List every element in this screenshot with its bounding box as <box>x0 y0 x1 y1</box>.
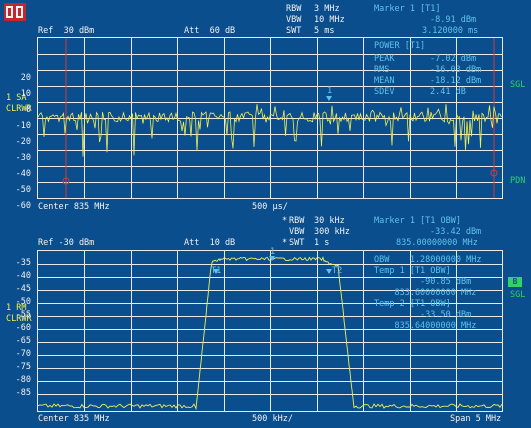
obw-t1-triangle <box>213 269 219 274</box>
obw-line: 833.60000000 MHz <box>374 288 477 298</box>
obw-t2-triangle <box>326 269 332 274</box>
top-marker-level: -8.91 dBm <box>430 15 477 25</box>
top-ytick: 20 <box>20 73 31 83</box>
logo-glyph <box>6 6 23 18</box>
top-ytick: 0 <box>25 105 31 115</box>
obw-line: OBW 1.28000000 MHz <box>374 255 482 265</box>
bottom-marker-triangle <box>269 256 275 261</box>
bottom-rbw-label: RBW <box>289 216 305 226</box>
bottom-vbw-label: VBW <box>289 227 305 237</box>
top-ytick: -60 <box>15 201 31 211</box>
bottom-swt-bullet: * <box>282 238 288 248</box>
rohde-schwarz-logo <box>4 3 26 21</box>
bottom-ytick: -60 <box>15 323 31 333</box>
bottom-trace-label: 1 RM <box>6 303 27 313</box>
bottom-rbw-value: 30 kHz <box>314 216 345 226</box>
top-limit-marker-left <box>62 177 70 185</box>
power-rms-value: -16.03 dBm <box>430 65 482 75</box>
top-center-frequency: Center 835 MHz <box>38 202 110 212</box>
bottom-marker-title: Marker 1 [T1 OBW] <box>374 216 461 226</box>
bottom-marker-number: 1 <box>270 247 276 257</box>
power-mean-value: -18.12 dBm <box>430 76 482 86</box>
top-side-sgl: SGL <box>510 80 526 90</box>
power-sdev-value: 2.41 dB <box>430 87 466 97</box>
obw-line: 835.64000000 MHz <box>374 321 477 331</box>
top-marker-title: Marker 1 [T1] <box>374 4 441 14</box>
obw-line: -90.85 dBm <box>374 277 472 287</box>
bottom-marker-level: -33.42 dBm <box>430 227 482 237</box>
bottom-ytick: -85 <box>15 388 31 398</box>
top-trace-mode: CLRWR <box>6 104 32 114</box>
top-marker-number: 1 <box>327 86 333 96</box>
top-ytick: -10 <box>15 121 31 131</box>
top-trace-line <box>37 104 502 157</box>
bottom-marker-frequency: 835.00000000 MHz <box>396 238 478 248</box>
power-rms-label: RMS <box>374 65 390 75</box>
top-limit-marker-right <box>490 169 498 177</box>
top-marker-time: 3.120000 ms <box>422 26 479 36</box>
bottom-center-frequency: Center 835 MHz <box>38 414 110 424</box>
top-swt-value: 5 ms <box>314 26 335 36</box>
obw-line: -33.50 dBm <box>374 310 472 320</box>
obw-marker-t1: T1 <box>211 266 222 276</box>
bottom-ytick: -75 <box>15 362 31 372</box>
obw-marker-t2: T2 <box>332 266 343 276</box>
bottom-graticule[interactable] <box>37 250 503 412</box>
bottom-ytick: -45 <box>15 284 31 294</box>
bottom-vbw-value: 300 kHz <box>314 227 350 237</box>
top-rbw-value: 3 MHz <box>314 4 340 14</box>
top-time-per-div: 500 µs/ <box>252 202 288 212</box>
top-ref-level: Ref 30 dBm <box>38 26 95 36</box>
bottom-swt-label: SWT <box>289 238 305 248</box>
bottom-rbw-bullet: * <box>282 216 288 226</box>
bottom-ytick: -65 <box>15 336 31 346</box>
power-peak-label: PEAK <box>374 54 395 64</box>
bottom-span: Span 5 MHz <box>450 414 502 424</box>
bottom-ytick: -70 <box>15 349 31 359</box>
power-peak-value: -7.02 dBm <box>430 54 477 64</box>
power-sdev-label: SDEV <box>374 87 395 97</box>
bottom-attenuation: Att 10 dB <box>184 238 236 248</box>
bottom-ref-level: Ref -30 dBm <box>38 238 95 248</box>
top-marker-triangle <box>326 96 332 101</box>
top-ytick: -20 <box>15 137 31 147</box>
power-title: POWER [T1] <box>374 41 426 51</box>
bottom-ytick: -35 <box>15 258 31 268</box>
bottom-ytick: -55 <box>15 310 31 320</box>
bottom-ytick: -80 <box>15 375 31 385</box>
top-ytick: -50 <box>15 185 31 195</box>
bottom-ytick: -50 <box>15 297 31 307</box>
bottom-trace-mode: CLRWR <box>6 314 32 324</box>
bottom-side-b-badge: B <box>508 277 522 287</box>
top-ytick: -40 <box>15 169 31 179</box>
top-vbw-label: VBW <box>286 15 302 25</box>
top-trace-label: 1 SA <box>6 93 27 103</box>
top-ytick: 10 <box>20 89 31 99</box>
top-swt-label: SWT <box>286 26 302 36</box>
bottom-swt-value: 1 s <box>314 238 330 248</box>
bottom-freq-per-div: 500 kHz/ <box>252 414 293 424</box>
top-attenuation: Att 60 dB <box>184 26 236 36</box>
top-rbw-label: RBW <box>286 4 302 14</box>
power-mean-label: MEAN <box>374 76 395 86</box>
top-vbw-value: 10 MHz <box>314 15 345 25</box>
bottom-ytick: -40 <box>15 271 31 281</box>
obw-line: Temp 1 [T1 OBW] <box>374 266 451 276</box>
bottom-side-sgl: SGL <box>510 290 526 300</box>
obw-line: Temp 2 [T1 OBW] <box>374 299 451 309</box>
top-side-pdn: PDN <box>510 176 526 186</box>
top-ytick: -30 <box>15 153 31 163</box>
